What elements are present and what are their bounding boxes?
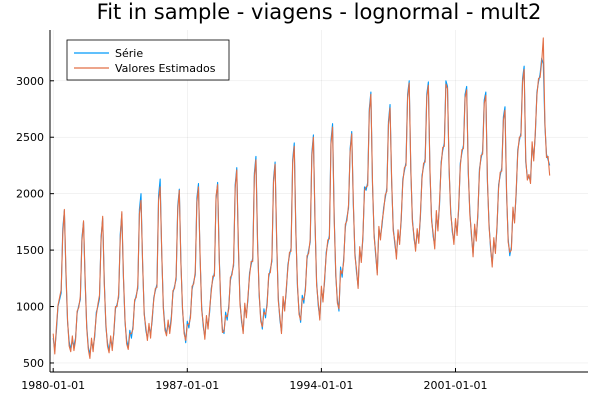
x-tick-label: 1987-01-01	[155, 379, 219, 392]
y-tick-label: 3000	[16, 75, 44, 88]
grid	[50, 30, 588, 372]
x-tick-label: 2001-01-01	[424, 379, 488, 392]
x-tick-label: 1980-01-01	[21, 379, 85, 392]
y-tick-label: 1500	[16, 244, 44, 257]
series-line-2	[52, 37, 551, 360]
y-tick-label: 500	[23, 357, 44, 370]
y-tick-label: 2000	[16, 188, 44, 201]
legend-label: Série	[115, 47, 143, 60]
legend-box	[66, 39, 230, 81]
axes: 500 1000 1500 2000 2500 3000 1980-01-01 1987-01…	[16, 30, 588, 392]
x-tick-label: 1994-01-01	[289, 379, 353, 392]
chart-title: Fit in sample - viagens - lognormal - mu…	[97, 0, 542, 24]
y-tick-label: 2500	[16, 131, 44, 144]
legend-label: Valores Estimados	[115, 62, 216, 75]
y-tick-label: 1000	[16, 301, 44, 314]
legend: Série Valores Estimados	[66, 39, 230, 81]
series-layer	[52, 37, 551, 360]
